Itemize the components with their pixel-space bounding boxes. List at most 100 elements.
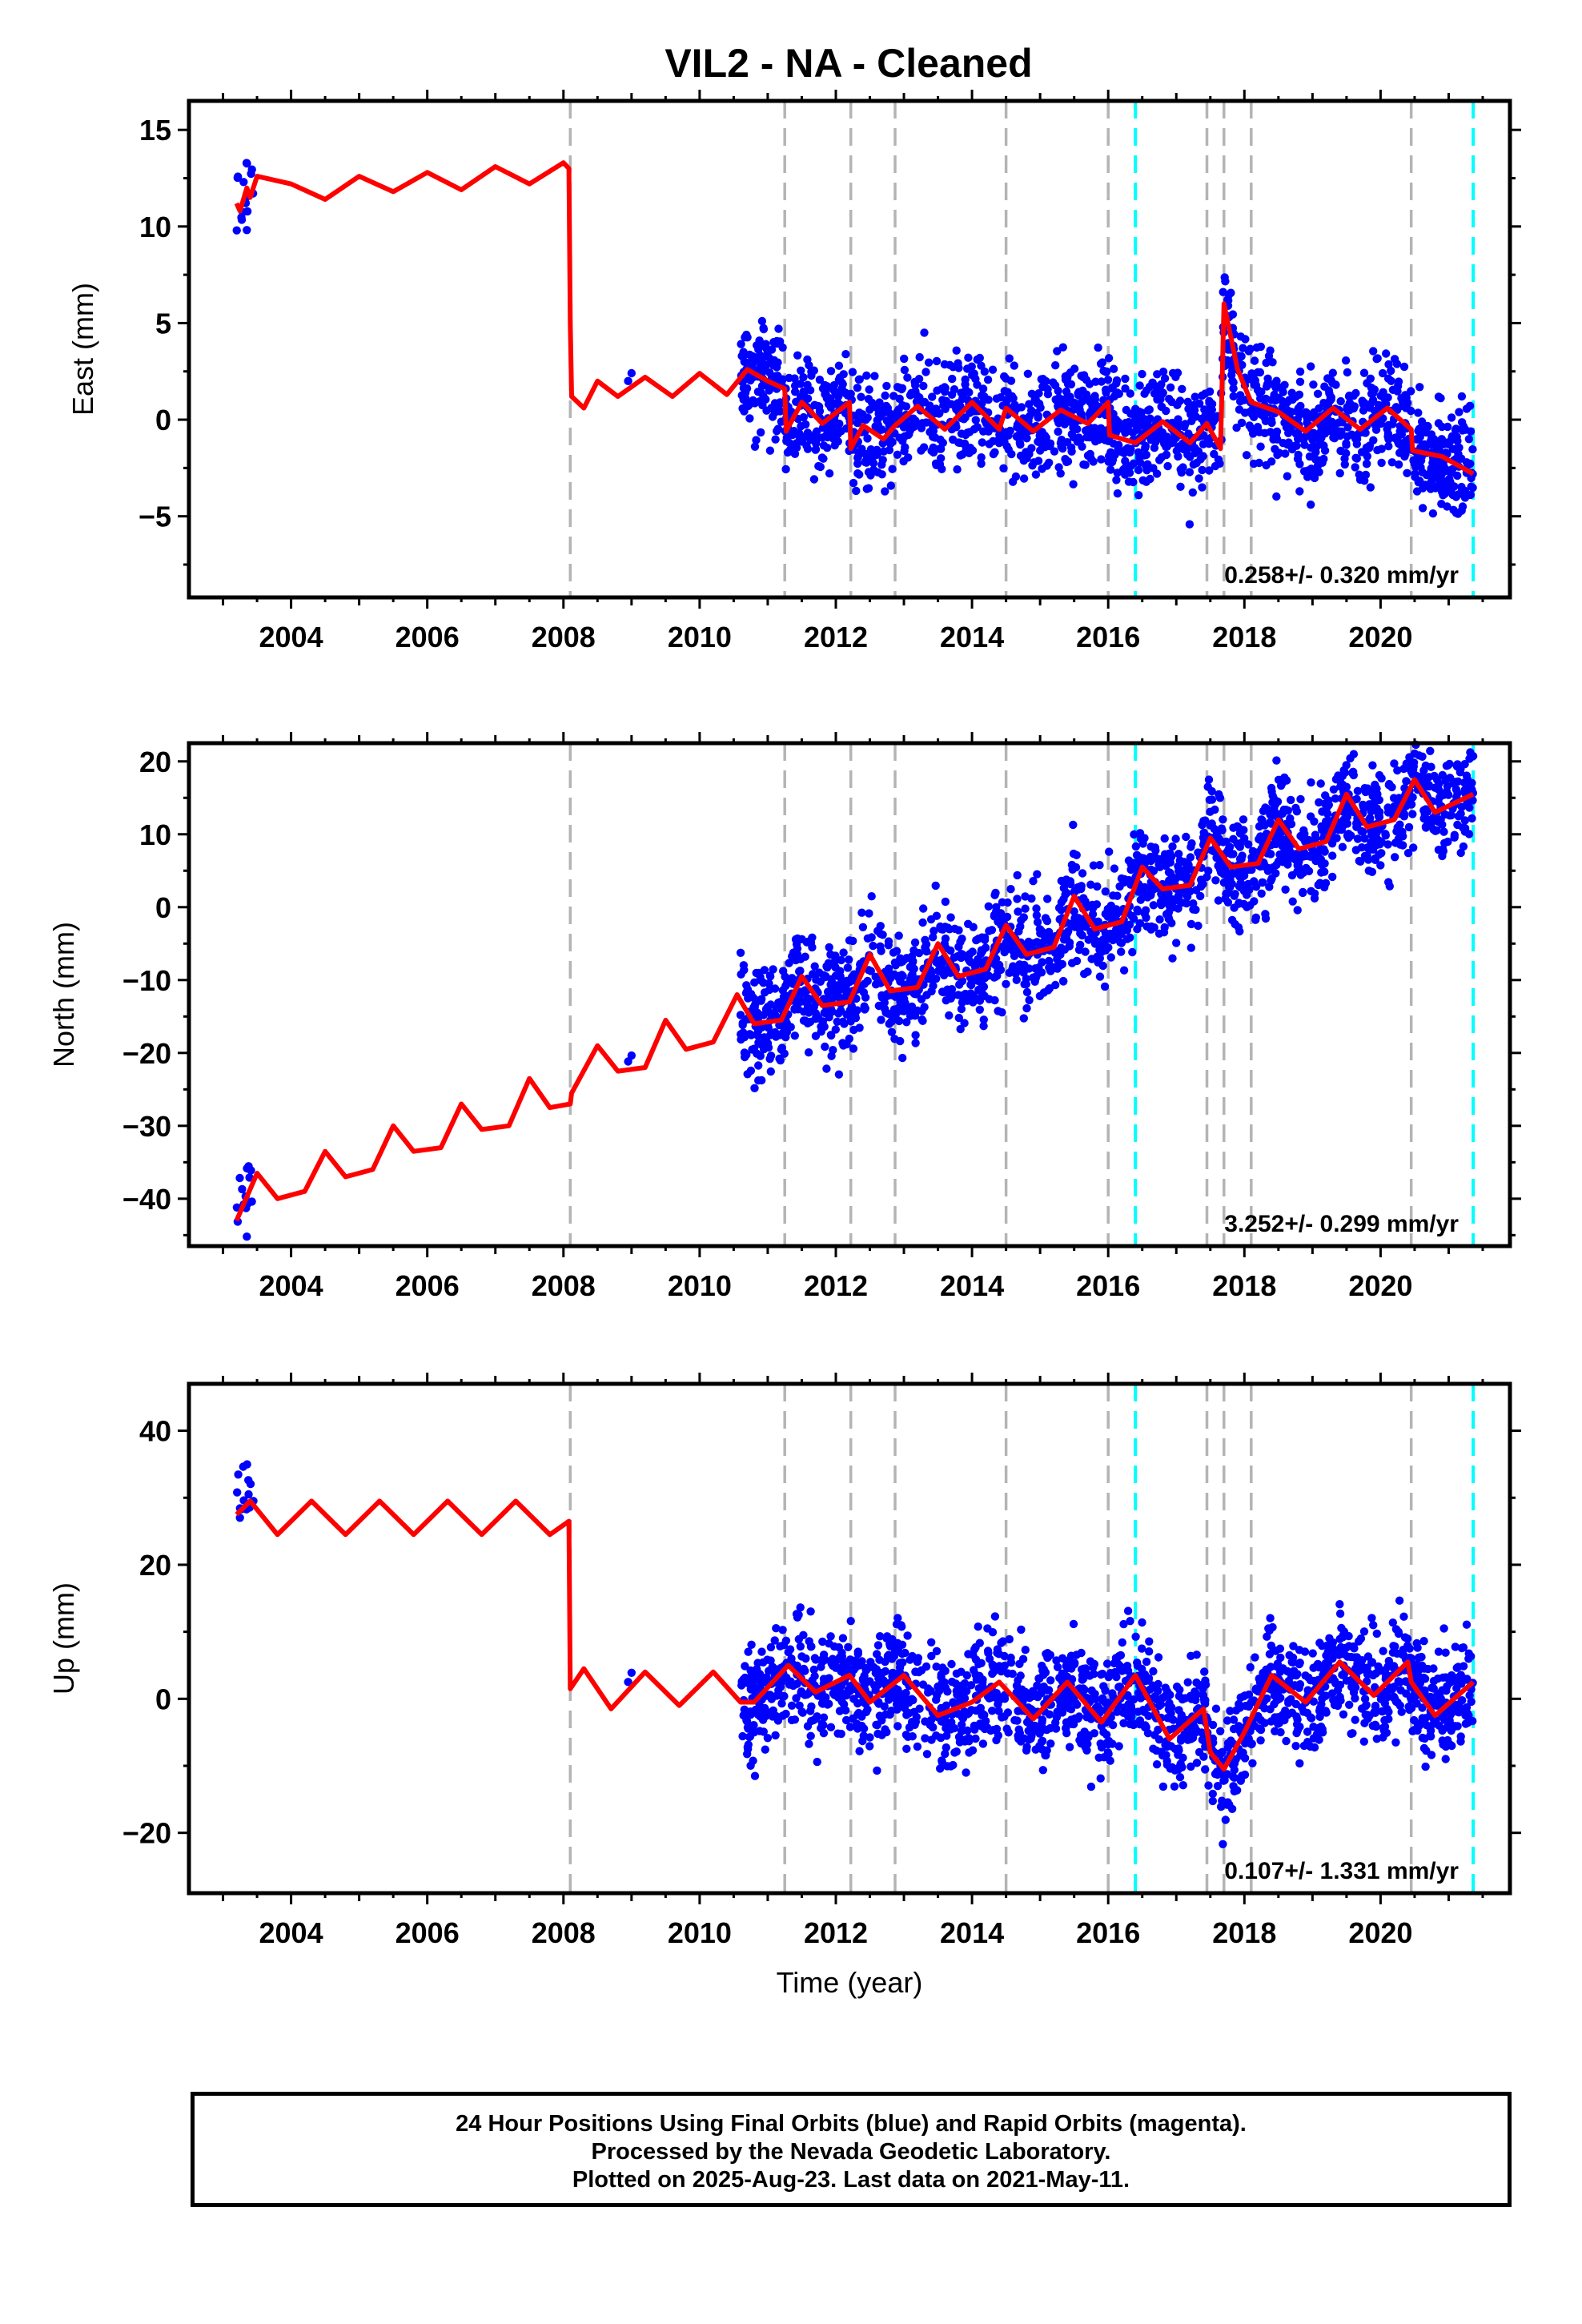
- data-point: [1439, 491, 1447, 500]
- data-point: [1295, 367, 1305, 376]
- data-point: [927, 1651, 936, 1661]
- data-point: [1082, 390, 1091, 399]
- data-point: [1393, 766, 1402, 775]
- data-point: [1390, 759, 1399, 768]
- data-point: [809, 475, 819, 484]
- data-point: [1078, 442, 1086, 451]
- data-point: [1452, 1683, 1461, 1693]
- data-point: [1024, 937, 1034, 947]
- data-point: [1160, 850, 1170, 858]
- data-point: [1061, 890, 1070, 899]
- data-point: [1049, 378, 1058, 387]
- data-point: [815, 376, 825, 384]
- data-point: [1333, 1701, 1343, 1711]
- data-point: [979, 1015, 989, 1024]
- data-point: [1432, 443, 1441, 452]
- data-point: [1266, 346, 1275, 355]
- data-point: [834, 361, 844, 370]
- data-point: [1201, 816, 1210, 825]
- data-point: [1078, 397, 1087, 406]
- data-point: [1219, 815, 1227, 824]
- data-point: [1121, 456, 1130, 465]
- data-point: [820, 1022, 829, 1031]
- data-point: [1160, 374, 1170, 383]
- data-point: [937, 925, 946, 934]
- data-point: [963, 428, 972, 437]
- data-point: [1457, 454, 1466, 463]
- data-point: [822, 394, 832, 403]
- data-point: [994, 1700, 1002, 1709]
- data-point: [1259, 412, 1269, 421]
- data-point: [961, 989, 970, 999]
- data-point: [905, 430, 913, 439]
- data-point: [1126, 461, 1136, 470]
- data-point: [845, 936, 854, 945]
- data-point: [1025, 400, 1034, 408]
- data-point: [1343, 423, 1352, 432]
- data-point: [1252, 343, 1262, 352]
- data-point: [1283, 440, 1292, 449]
- data-point: [1225, 842, 1235, 851]
- data-point: [884, 941, 893, 950]
- data-point: [1219, 287, 1227, 296]
- data-point: [1079, 894, 1088, 903]
- data-point: [1243, 903, 1251, 911]
- data-point: [1054, 427, 1062, 436]
- data-point: [1399, 812, 1409, 821]
- data-point: [764, 1023, 773, 1032]
- data-point: [1353, 786, 1363, 795]
- data-point: [1196, 891, 1205, 901]
- data-point: [1437, 464, 1446, 474]
- data-point: [1150, 389, 1159, 398]
- data-point: [948, 374, 957, 384]
- data-point: [1069, 820, 1078, 830]
- data-point: [988, 1707, 997, 1715]
- data-point: [893, 450, 902, 459]
- data-point: [1299, 888, 1307, 898]
- data-point: [768, 412, 777, 421]
- data-point: [776, 1031, 785, 1039]
- data-point: [1468, 796, 1477, 805]
- data-point: [840, 1019, 849, 1028]
- data-point: [812, 439, 821, 448]
- data-point: [1443, 782, 1452, 790]
- data-point: [1268, 798, 1277, 807]
- data-point: [752, 968, 761, 978]
- data-point: [756, 1051, 765, 1060]
- data-point: [941, 384, 950, 392]
- data-point: [1104, 354, 1114, 363]
- observation-points: [232, 740, 1478, 1241]
- data-point: [876, 922, 885, 931]
- data-point: [833, 429, 842, 438]
- data-point: [797, 366, 805, 375]
- data-point: [737, 1030, 745, 1039]
- data-point: [933, 386, 942, 395]
- data-point: [772, 1624, 781, 1633]
- data-point: [1402, 777, 1411, 786]
- data-point: [897, 384, 907, 392]
- data-point: [1058, 976, 1068, 986]
- data-point: [1045, 956, 1054, 966]
- data-point: [1394, 1627, 1403, 1636]
- data-point: [1404, 822, 1414, 832]
- data-point: [1323, 809, 1332, 818]
- data-point: [1368, 845, 1378, 854]
- data-point: [805, 1637, 813, 1646]
- data-point: [1171, 834, 1180, 843]
- data-point: [1162, 910, 1171, 919]
- data-point: [1205, 466, 1214, 475]
- data-point: [872, 1720, 881, 1729]
- data-point: [1006, 376, 1016, 385]
- data-point: [1342, 440, 1351, 449]
- data-point: [1422, 807, 1431, 816]
- data-point: [960, 1679, 970, 1688]
- data-point: [1365, 814, 1374, 824]
- data-point: [1121, 374, 1130, 384]
- data-point: [1121, 924, 1130, 934]
- data-point: [1299, 868, 1308, 878]
- data-point: [790, 1031, 799, 1040]
- data-point: [1419, 766, 1428, 775]
- data-point: [1074, 914, 1083, 923]
- data-point: [773, 424, 783, 433]
